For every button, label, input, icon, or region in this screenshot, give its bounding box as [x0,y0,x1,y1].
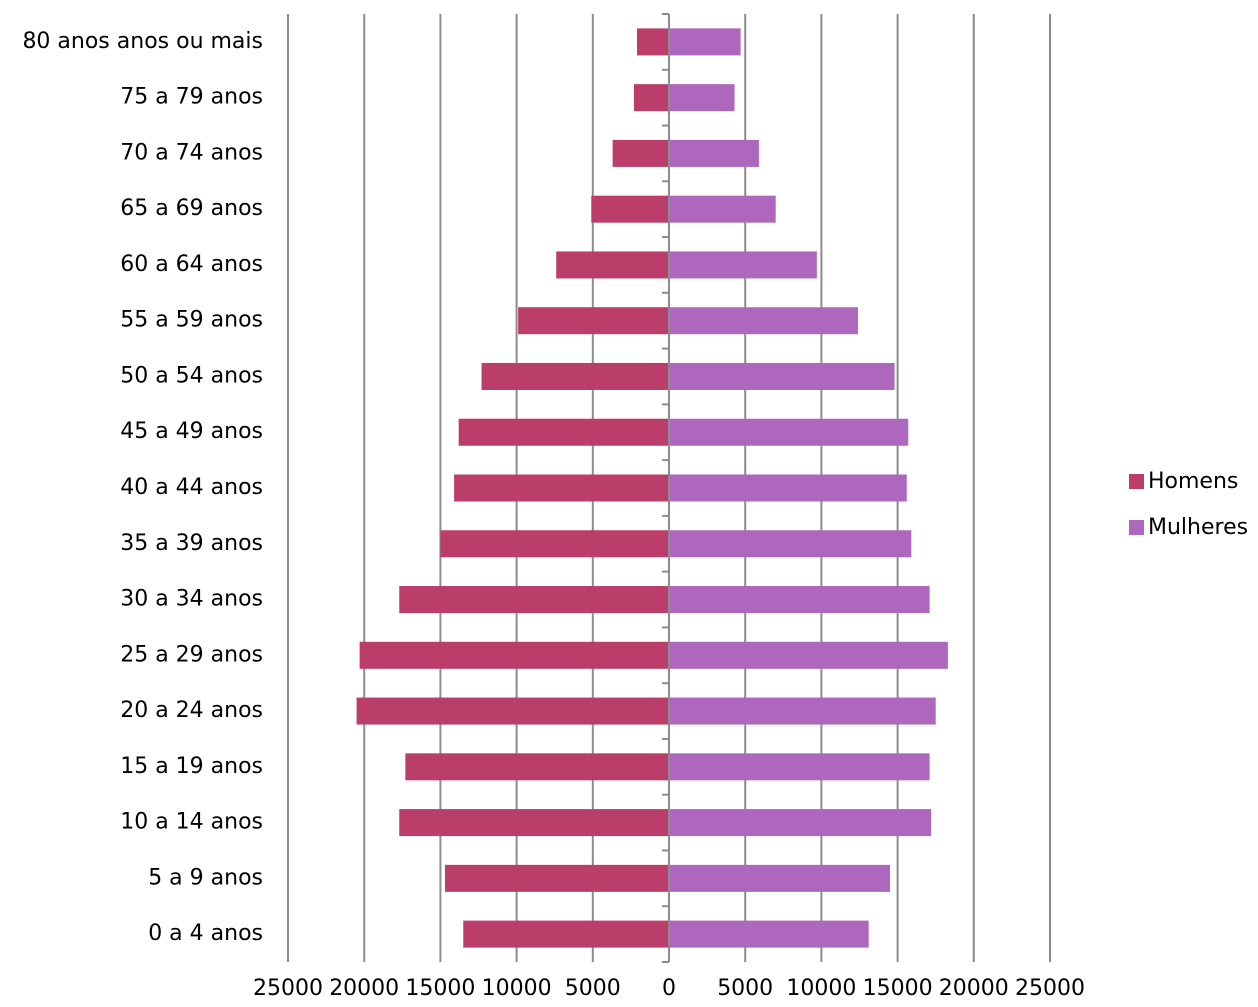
legend-label: Homens [1148,469,1238,494]
category-label: 0 a 4 anos [148,921,263,946]
bar-homens [636,28,669,56]
bar-homens [556,251,669,279]
category-label: 35 a 39 anos [120,531,263,556]
bar-homens [458,418,669,446]
category-labels: 0 a 4 anos 5 a 9 anos 10 a 14 anos 15 a 19 … [22,29,263,946]
category-label: 30 a 34 anos [120,587,263,612]
x-tick-label: 25000 [253,976,323,1001]
x-tick-label: 10000 [786,976,856,1001]
x-tick-label: 5000 [565,976,621,1001]
bars [356,28,948,948]
bar-homens [399,809,669,837]
category-label: 15 a 19 anos [120,754,263,779]
x-tick-label: 20000 [329,976,399,1001]
bar-homens [405,753,669,781]
x-tick-label: 5000 [717,976,773,1001]
category-label: 5 a 9 anos [148,865,263,890]
x-tick-label: 10000 [482,976,552,1001]
bar-mulheres [669,195,776,223]
bar-mulheres [669,139,759,167]
bar-mulheres [669,28,741,56]
bar-mulheres [669,809,932,837]
legend-label: Mulheres [1148,515,1248,540]
bar-homens [399,586,669,614]
bar-homens [612,139,669,167]
category-label: 70 a 74 anos [120,140,263,165]
bar-homens [481,362,669,390]
category-label: 45 a 49 anos [120,419,263,444]
bar-homens [454,474,669,502]
bar-homens [518,307,669,335]
category-label: 60 a 64 anos [120,252,263,277]
bar-homens [444,864,669,892]
bar-mulheres [669,641,948,669]
bar-mulheres [669,530,912,558]
x-tick-label: 15000 [863,976,933,1001]
bar-homens [633,84,669,112]
x-tick-labels: 25000 20000 15000 10000 5000 0 5000 10000 15000 2… [253,976,1085,1001]
x-tick-label: 20000 [939,976,1009,1001]
legend-swatch [1129,520,1144,535]
bar-mulheres [669,864,890,892]
x-tick-label: 0 [662,976,676,1001]
bar-homens [440,530,669,558]
bar-mulheres [669,474,907,502]
legend: Homens Mulheres [1129,469,1248,540]
category-label: 80 anos anos ou mais [22,29,263,54]
y-axis [662,13,670,963]
bar-mulheres [669,920,869,948]
category-label: 25 a 29 anos [120,642,263,667]
bar-homens [356,697,669,725]
category-label: 20 a 24 anos [120,698,263,723]
bar-mulheres [669,418,909,446]
bar-mulheres [669,251,817,279]
x-tick-label: 15000 [405,976,475,1001]
bar-mulheres [669,362,895,390]
category-label: 75 a 79 anos [120,85,263,110]
category-label: 65 a 69 anos [120,196,263,221]
bar-mulheres [669,84,735,112]
bar-mulheres [669,753,930,781]
bar-mulheres [669,307,858,335]
category-label: 40 a 44 anos [120,475,263,500]
bar-mulheres [669,586,930,614]
bar-homens [463,920,669,948]
category-label: 50 a 54 anos [120,363,263,388]
bar-mulheres [669,697,936,725]
bar-homens [359,641,669,669]
legend-swatch [1129,474,1144,489]
category-label: 55 a 59 anos [120,308,263,333]
x-tick-label: 25000 [1015,976,1085,1001]
category-label: 10 a 14 anos [120,810,263,835]
bar-homens [591,195,669,223]
